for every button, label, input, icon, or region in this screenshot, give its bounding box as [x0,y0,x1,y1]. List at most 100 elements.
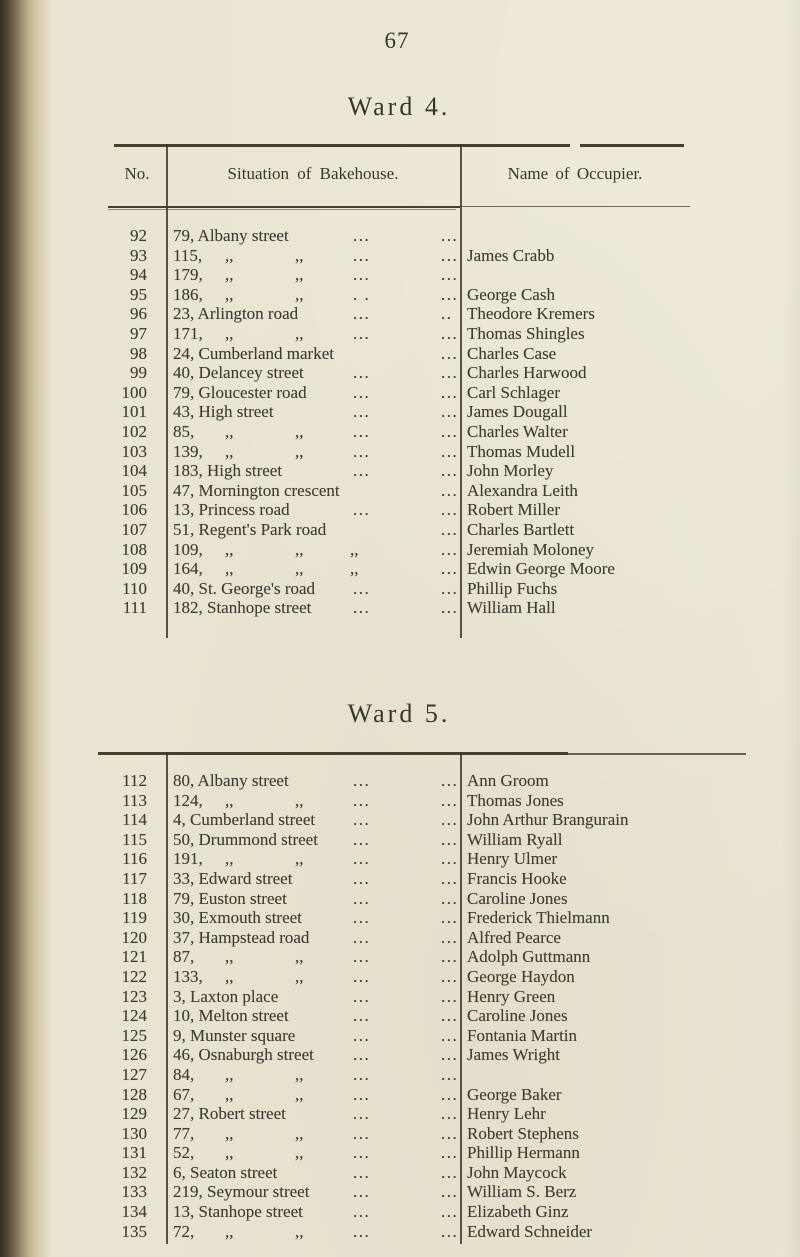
situation-text: 43, High street [173,402,274,422]
occupier-name: Thomas Jones [467,790,564,810]
situation-text: 79, Euston street [173,888,287,908]
table-row: 121 87,,,,,...... Adolph Guttmann [108,947,690,967]
occupier-name: Charles Harwood [467,363,587,383]
ditto-mark: ,, [295,245,304,265]
table-row: 116 191,,,,,...... Henry Ulmer [108,849,690,869]
occupier-name: George Haydon [467,966,575,986]
dot-leader: ... [441,1006,459,1026]
dot-leader: ... [441,947,459,967]
row-number: 111 [122,598,147,618]
situation-text: 46, Osnaburgh street [173,1045,314,1065]
table-row: 113 124,,,,,...... Thomas Jones [108,791,690,811]
dot-leader: ... [353,888,371,908]
situation-text: 191, [173,849,203,869]
situation-text: 27, Robert street [173,1104,286,1124]
row-number: 131 [121,1143,148,1163]
ditto-mark: ,, [295,265,304,285]
dot-leader: ... [353,1182,371,1202]
dot-leader: ... [441,226,459,245]
dot-leader: ... [353,323,371,343]
dot-leader: ... [441,461,459,481]
situation-text: 52, [173,1143,195,1163]
dot-leader: ... [441,810,459,830]
situation-text: 40, St. George's road [173,578,316,598]
row-number: 134 [121,1202,148,1222]
occupier-name: Thomas Shingles [467,323,585,343]
table-row: 120 37, Hampstead road...... Alfred Pearce [108,928,690,948]
dot-leader: ... [353,304,371,324]
occupier-name: Caroline Jones [467,888,568,908]
dot-leader: ... [353,966,371,986]
row-number: 114 [122,810,147,830]
dot-leader: ... [353,810,371,830]
table-row: 134 13, Stanhope street...... Elizabeth Gi… [108,1202,690,1222]
situation-text: 67, [173,1084,195,1104]
occupier-name: Adolph Guttmann [467,947,591,967]
table-row: 122 133,,,,,...... George Haydon [108,967,690,987]
dot-leader: ... [441,1202,459,1222]
table-row: 95 186,,,,, . .... George Cash [108,285,690,305]
row-number: 123 [121,986,148,1006]
dot-leader: ... [441,363,459,383]
row-number: 130 [121,1123,148,1143]
dot-leader: ... [353,1104,371,1124]
dot-leader: ... [441,1162,459,1182]
column-header-situation: Situation of Bakehouse. [227,164,399,183]
ditto-mark: ,, [295,1221,304,1241]
situation-text: 77, [173,1123,195,1143]
occupier-name: James Crabb [467,245,555,265]
table-top-rule [98,752,568,755]
table-row: 104 183, High street...... John Morley [108,461,690,481]
row-number: 116 [122,849,147,869]
occupier-name: Frederick Thielmann [467,908,610,928]
row-number: 109 [121,559,148,579]
table-row: 98 24, Cumberland market... Charles Case [108,344,690,364]
table-row: 125 9, Munster square...... Fontania Marti… [108,1026,690,1046]
table-row: 110 40, St. George's road...... Phillip Fu… [108,579,690,599]
row-number: 101 [121,402,148,422]
occupier-name: Elizabeth Ginz [467,1202,569,1222]
row-number: 98 [130,343,147,363]
ditto-mark: ,, [350,539,359,559]
dot-leader: ... [441,829,459,849]
table-row: 92 79, Albany street...... [108,226,690,246]
occupier-name: William S. Berz [467,1182,577,1202]
dot-leader: ... [441,1143,459,1163]
situation-text: 23, Arlington road [173,304,299,324]
situation-text: 85, [173,421,195,441]
table-row: 123 3, Laxton place...... Henry Green [108,987,690,1007]
table-row: 105 47, Mornington crescent... Alexandra L… [108,481,690,501]
occupier-name: Robert Stephens [467,1123,579,1143]
row-number: 95 [130,284,147,304]
occupier-name: Phillip Hermann [467,1143,580,1163]
dot-leader: ... [441,771,459,790]
row-number: 106 [121,500,148,520]
occupier-name: Henry Green [467,986,556,1006]
dot-leader: ... [441,284,459,304]
table-row: 131 52,,,,,...... Phillip Hermann [108,1143,690,1163]
dot-leader: ... [353,461,371,481]
dot-leader: ... [353,986,371,1006]
dot-leader: ... [441,790,459,810]
book-spine-shadow [0,0,52,1257]
table-row: 94 179,,,,,...... [108,265,690,285]
row-number: 125 [121,1025,148,1045]
row-number: 126 [121,1045,148,1065]
ditto-mark: ,, [295,849,304,869]
table-row: 133 219, Seymour street...... William S. B… [108,1182,690,1202]
dot-leader: ... [353,849,371,869]
dot-leader: ... [441,986,459,1006]
dot-leader: ... [353,598,371,618]
dot-leader: ... [441,343,459,363]
ward-5-heading: Ward 5. [347,699,451,728]
dot-leader: ... [353,363,371,383]
ditto-mark: ,, [295,539,304,559]
row-number: 104 [121,461,148,481]
table-row: 135 72,,,,,...... Edward Schneider [108,1222,690,1242]
situation-text: 115, [173,245,203,265]
dot-leader: ... [441,578,459,598]
situation-text: 109, [173,539,203,559]
occupier-name: Francis Hooke [467,868,567,888]
occupier-name: Carl Schlager [467,382,560,402]
dot-leader: ... [353,927,371,947]
